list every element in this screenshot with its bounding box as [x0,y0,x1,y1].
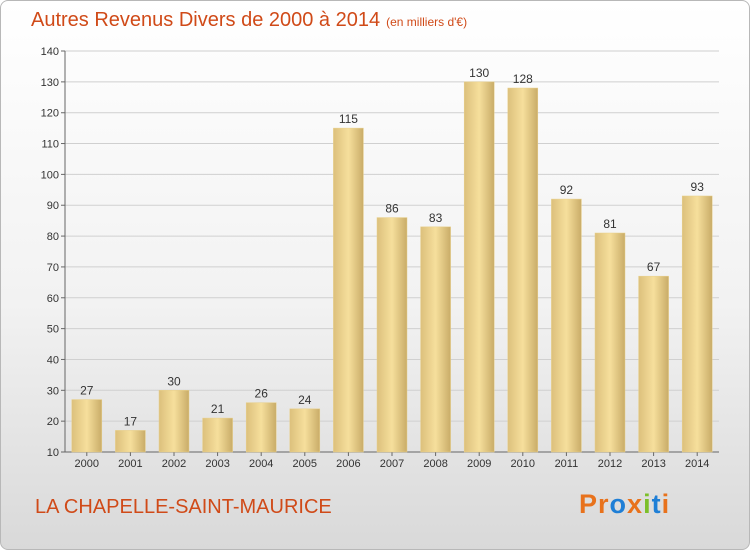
bar-2004 [245,402,277,453]
x-tick-label: 2013 [641,458,665,470]
bar-2010 [507,87,539,453]
value-label: 21 [211,402,225,416]
value-label: 81 [603,217,617,231]
x-tick-label: 2011 [555,458,579,470]
logo-letter: x [627,489,644,519]
bar-2002 [158,390,190,453]
logo-letter: r [598,489,610,519]
x-tick-label: 2009 [467,458,491,470]
proxiti-logo: Proxiti [579,489,670,520]
y-tick-label: 140 [41,46,59,58]
value-label: 93 [691,180,705,194]
logo-letter: P [579,489,599,519]
logo-letter: i [643,489,652,519]
chart-title: Autres Revenus Divers de 2000 à 2014 (en … [31,9,467,32]
y-tick-label: 80 [47,231,59,243]
bar-2005 [289,408,321,453]
labels: 10 20 30 40 50 60 70 80 90 100 110 120 130 140 27 2000 1… [41,46,710,470]
chart-title-unit: (en milliers d'€) [386,15,468,29]
value-label: 115 [339,112,358,126]
y-tick-label: 20 [47,416,59,428]
x-tick-label: 2012 [598,458,622,470]
value-label: 86 [385,202,399,216]
bar-2001 [115,430,146,453]
bar-2008 [420,226,451,453]
bars [71,81,713,453]
x-tick-label: 2002 [162,458,186,470]
bar-2000 [71,399,103,453]
commune-name: LA CHAPELLE-SAINT-MAURICE [35,496,332,518]
y-tick-label: 90 [47,200,59,212]
chart-title-main: Autres Revenus Divers de 2000 à 2014 [31,9,381,31]
y-tick-label: 110 [41,139,59,151]
value-label: 128 [513,72,533,86]
bar-2014 [681,195,713,453]
x-tick-label: 2014 [685,458,709,470]
bar-2003 [202,417,233,453]
y-tick-label: 70 [47,262,59,274]
logo-letter: o [609,489,628,519]
x-tick-label: 2010 [511,458,535,470]
x-tick-label: 2008 [423,458,447,470]
value-label: 30 [167,374,181,388]
bar-2011 [551,198,582,453]
value-label: 17 [124,414,138,428]
y-tick-label: 50 [47,324,59,336]
value-label: 92 [560,183,574,197]
x-tick-label: 2005 [293,458,317,470]
value-label: 130 [469,66,489,80]
y-tick-label: 40 [47,354,59,366]
y-tick-label: 100 [41,169,59,181]
bar-2007 [376,217,408,453]
logo-letter: i [661,489,671,519]
x-tick-label: 2006 [336,458,360,470]
x-tick-label: 2000 [75,458,99,470]
logo-letter: t [651,489,662,519]
bar-2006 [333,127,364,453]
bar-2009 [463,81,495,453]
value-label: 26 [255,387,269,401]
value-label: 83 [429,211,443,225]
y-tick-label: 10 [47,447,59,459]
x-tick-label: 2003 [205,458,229,470]
x-tick-label: 2004 [249,458,273,470]
x-tick-label: 2001 [118,458,142,470]
y-tick-label: 60 [47,293,59,305]
y-tick-label: 130 [41,77,59,89]
y-tick-label: 30 [47,385,59,397]
value-label: 27 [80,384,94,398]
bar-2012 [594,232,626,453]
value-label: 67 [647,260,661,274]
y-tick-label: 120 [41,108,59,120]
bar-2013 [638,275,669,453]
value-label: 24 [298,393,312,407]
x-tick-label: 2007 [380,458,404,470]
